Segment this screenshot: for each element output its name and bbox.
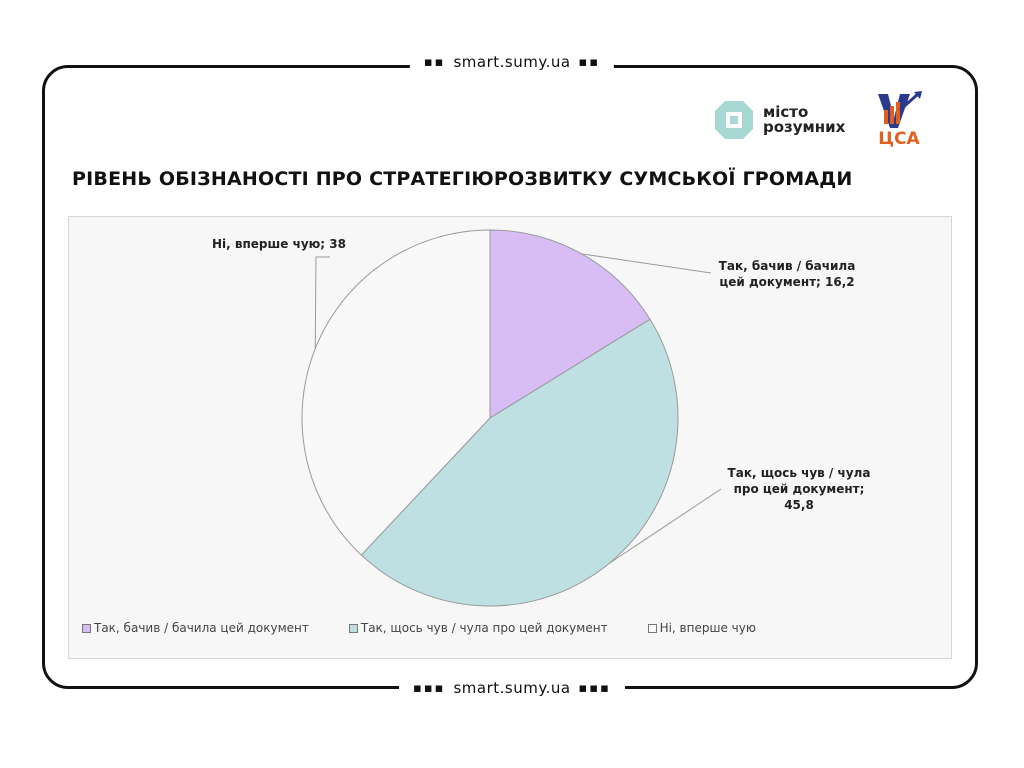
legend-item-heard: Так, щось чув / чула про цей документ: [348, 621, 608, 635]
misto-rozumnykh-logo: місто розумних: [713, 98, 863, 142]
misto-logo-icon: [715, 101, 753, 139]
pie-slice-seen: [489, 229, 651, 419]
header-site-tag[interactable]: ▪▪ smart.sumy.ua ▪▪: [409, 53, 615, 71]
tsa-logo-text: ЦСА: [878, 129, 920, 149]
header-dots-left: ▪▪: [423, 54, 446, 70]
footer-site-link[interactable]: smart.sumy.ua: [453, 679, 571, 697]
pie-chart: Так, бачив / бачила цей документ; 16,2 Так…: [212, 229, 871, 607]
data-label-first-time: Ні, вперше чую; 38: [212, 237, 346, 251]
header-dots-right: ▪▪: [578, 54, 601, 70]
misto-logo-line1: місто: [763, 103, 809, 121]
legend-swatch-heard: [348, 623, 358, 633]
leader-line-seen: [581, 253, 712, 274]
footer-site-tag[interactable]: ▪▪▪ smart.sumy.ua ▪▪▪: [399, 679, 625, 697]
legend-label-seen: Так, бачив / бачила цей документ: [94, 621, 309, 635]
legend-swatch-seen: [82, 623, 91, 633]
legend-item-seen: Так, бачив / бачила цей документ: [82, 621, 309, 635]
misto-logo-line2: розумних: [763, 118, 846, 136]
legend-label-first-time: Ні, вперше чую: [659, 621, 756, 635]
footer-dots-right: ▪▪▪: [578, 680, 611, 696]
data-label-heard: Так, щось чув / чула про цей документ; 45,…: [728, 466, 871, 512]
legend-label-heard: Так, щось чув / чула про цей документ: [360, 621, 608, 635]
tsa-logo-icon: ЦСА: [878, 91, 922, 149]
page-title: РІВЕНЬ ОБІЗНАНОСТІ ПРО СТРАТЕГІЮРОЗВИТКУ…: [72, 168, 853, 190]
tsa-logo: ЦСА: [870, 88, 928, 150]
legend-swatch-first-time: [647, 623, 657, 633]
leader-line-first-time: [314, 256, 330, 349]
footer-dots-left: ▪▪▪: [413, 680, 446, 696]
data-label-seen: Так, бачив / бачила цей документ; 16,2: [719, 259, 856, 289]
chart-legend: Так, бачив / бачила цей документ Так, що…: [82, 621, 942, 635]
leader-line-heard: [608, 488, 722, 565]
legend-item-first-time: Ні, вперше чую: [647, 621, 756, 635]
chart-area: Так, бачив / бачила цей документ; 16,2 Так…: [68, 216, 952, 659]
header-site-link[interactable]: smart.sumy.ua: [453, 53, 571, 71]
